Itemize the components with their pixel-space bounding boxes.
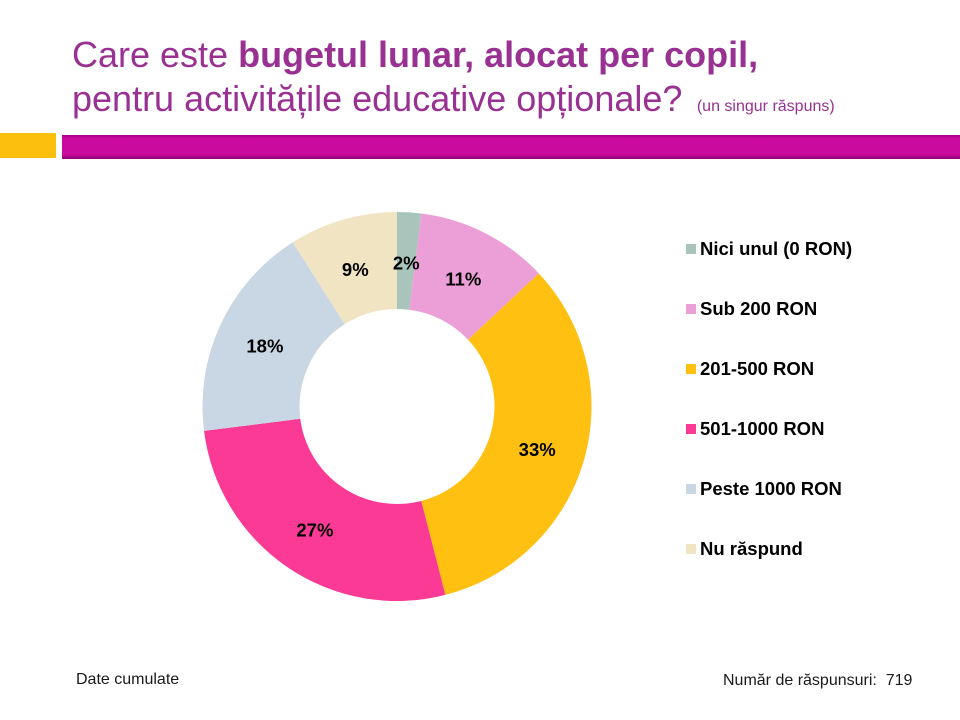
- svg-text:11%: 11%: [445, 268, 481, 289]
- svg-text:27%: 27%: [296, 519, 333, 540]
- svg-text:33%: 33%: [519, 439, 556, 460]
- svg-text:18%: 18%: [246, 336, 283, 357]
- svg-text:2%: 2%: [393, 252, 420, 273]
- svg-text:9%: 9%: [342, 259, 369, 280]
